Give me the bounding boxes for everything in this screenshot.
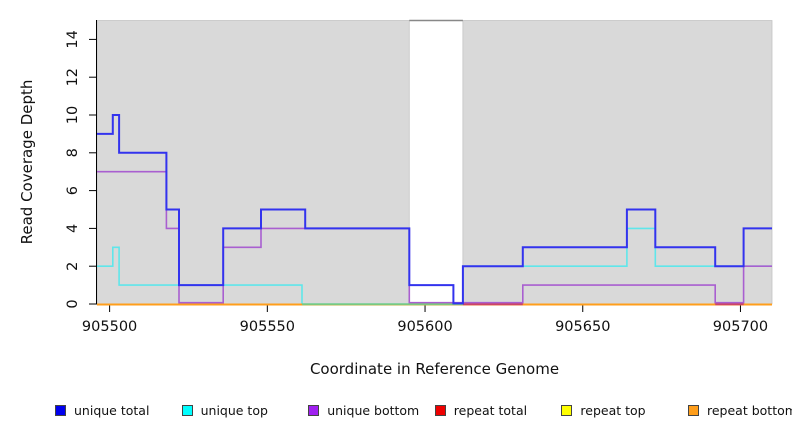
legend-item-unique-top: unique top bbox=[181, 401, 268, 419]
legend-item-unique-bottom: unique bottom bbox=[308, 401, 419, 419]
series-line-unique-total bbox=[97, 114, 772, 305]
y-tick-label: 10 bbox=[65, 106, 81, 124]
shaded-region bbox=[462, 20, 773, 305]
legend-item-repeat-total: repeat total bbox=[434, 401, 528, 419]
y-tick-label: 8 bbox=[65, 148, 81, 157]
legend-item-repeat-top: repeat top bbox=[561, 401, 646, 419]
legend-label: repeat bottom bbox=[707, 402, 792, 418]
x-tick-label: 905700 bbox=[713, 319, 768, 335]
shaded-region bbox=[96, 20, 410, 305]
y-axis-title: Read Coverage Depth bbox=[18, 79, 36, 245]
legend-swatch-icon bbox=[561, 404, 573, 416]
x-tick-label: 905500 bbox=[82, 319, 137, 335]
legend-label: repeat top bbox=[580, 402, 646, 418]
y-tick-label: 2 bbox=[65, 262, 81, 271]
y-tick-label: 12 bbox=[65, 68, 81, 86]
x-tick-label: 905650 bbox=[555, 319, 610, 335]
y-tick-label: 0 bbox=[65, 299, 81, 308]
legend-swatch-icon bbox=[55, 404, 66, 416]
y-tick-label: 6 bbox=[65, 186, 81, 195]
legend-label: unique top bbox=[200, 402, 268, 418]
x-tick-label: 905600 bbox=[397, 319, 452, 335]
legend-label: repeat total bbox=[453, 402, 528, 418]
legend-swatch-icon bbox=[181, 404, 193, 416]
legend-swatch-icon bbox=[308, 404, 320, 416]
y-axis-title-wrap: Read Coverage Depth bbox=[6, 0, 48, 432]
legend-label: unique bottom bbox=[327, 402, 420, 418]
legend-item-repeat-bottom: repeat bottom bbox=[688, 401, 792, 419]
legend-label: unique total bbox=[74, 402, 150, 418]
y-tick-label: 14 bbox=[65, 30, 81, 48]
legend-swatch-icon bbox=[434, 404, 446, 416]
legend-item-unique-total: unique total bbox=[55, 401, 149, 419]
x-axis-title: Coordinate in Reference Genome bbox=[309, 360, 560, 378]
y-tick-label: 4 bbox=[65, 224, 81, 233]
legend-swatch-icon bbox=[688, 404, 699, 416]
plot-legend: unique total unique top unique bottom repea… bbox=[0, 401, 792, 423]
x-tick-label: 905550 bbox=[240, 319, 295, 335]
